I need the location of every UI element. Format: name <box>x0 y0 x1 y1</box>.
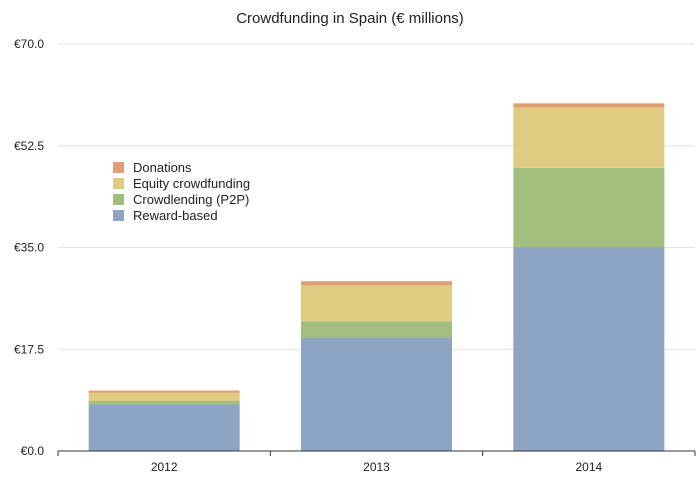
legend-swatch <box>113 178 124 189</box>
y-tick-label: €70.0 <box>14 37 44 51</box>
chart-title: Crowdfunding in Spain (€ millions) <box>236 10 464 27</box>
axes: €0.0 €17.5 €35.0 €52.5 €70.0 2012 2013 2014 <box>14 37 696 474</box>
y-tick-label: €35.0 <box>14 241 44 255</box>
bar-segment-crowdlending-p2p-2013 <box>301 321 452 338</box>
bar-segment-reward-based-2013 <box>301 337 452 451</box>
legend-label: Reward-based <box>133 208 218 223</box>
bar-segment-reward-based-2014 <box>513 247 665 451</box>
bar-segment-equity-crowdfunding-2013 <box>301 285 452 322</box>
legend-swatch <box>113 210 124 221</box>
x-tick-label: 2012 <box>151 460 178 474</box>
x-tick-label: 2014 <box>575 460 602 474</box>
legend-label: Equity crowdfunding <box>133 176 250 191</box>
bar-segment-crowdlending-p2p-2014 <box>513 167 665 248</box>
bar-segment-donations-2012 <box>88 390 240 393</box>
legend-swatch <box>113 194 124 205</box>
bar-segment-equity-crowdfunding-2014 <box>513 107 665 168</box>
bar-segment-equity-crowdfunding-2012 <box>88 392 240 401</box>
bar-segment-donations-2014 <box>513 103 665 108</box>
y-tick-label: €0.0 <box>21 444 45 458</box>
bar-segment-reward-based-2012 <box>88 404 240 451</box>
bar-segment-crowdlending-p2p-2012 <box>88 400 240 405</box>
y-tick-label: €52.5 <box>14 139 44 153</box>
x-tick-label: 2013 <box>363 460 390 474</box>
legend-label: Donations <box>133 160 192 175</box>
legend-swatch <box>113 162 124 173</box>
y-tick-label: €17.5 <box>14 342 44 356</box>
legend-label: Crowdlending (P2P) <box>133 192 249 207</box>
bars <box>88 103 665 451</box>
bar-segment-donations-2013 <box>301 281 452 286</box>
